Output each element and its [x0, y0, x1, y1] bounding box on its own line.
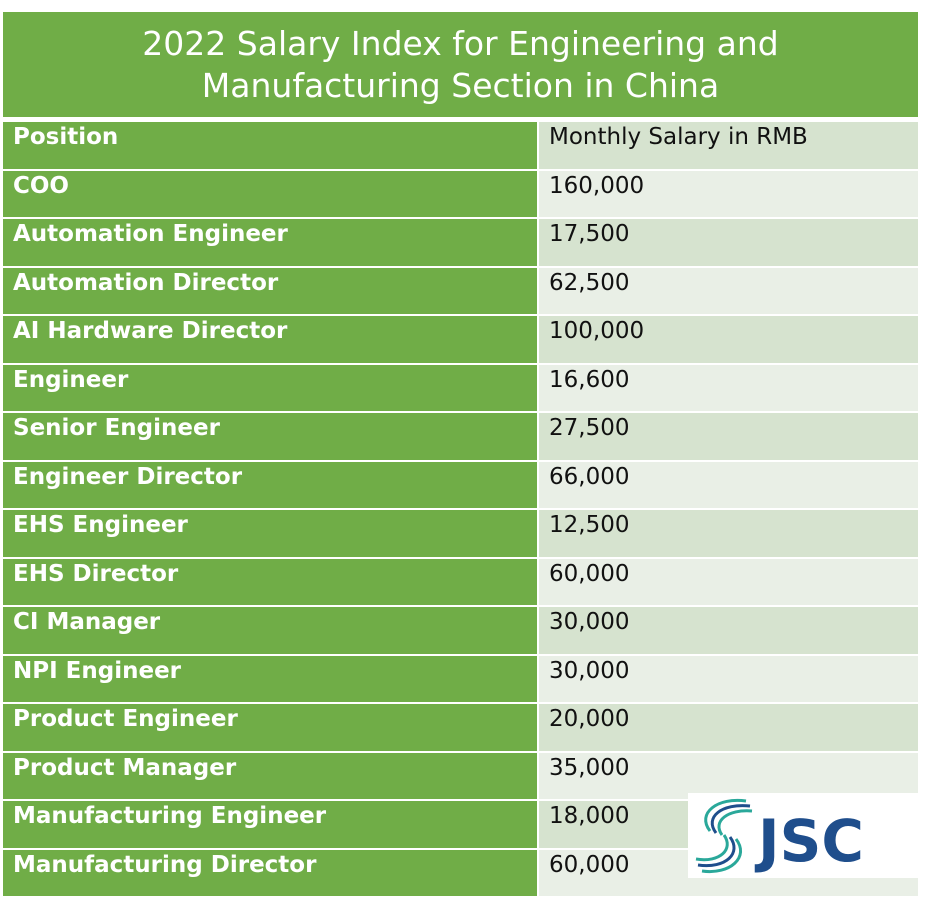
salary-cell: 30,000 [539, 655, 918, 702]
position-cell: AI Hardware Director [3, 316, 537, 363]
position-cell: Product Manager [3, 752, 537, 799]
table-header-row: Position Monthly Salary in RMB [3, 122, 918, 169]
salary-cell: 100,000 [539, 316, 918, 363]
table-row: EHS Director 60,000 [3, 558, 918, 605]
salary-cell: 60,000 [539, 558, 918, 605]
header-position: Position [3, 122, 537, 169]
title-line-2: Manufacturing Section in China [201, 65, 720, 105]
swirl-icon [695, 798, 753, 874]
table-row: Engineer Director 66,000 [3, 461, 918, 508]
position-cell: Product Engineer [3, 704, 537, 751]
table-row: NPI Engineer 30,000 [3, 655, 918, 702]
jsc-logo: JSC [688, 793, 918, 878]
salary-cell: 66,000 [539, 461, 918, 508]
logo-text: JSC [754, 807, 864, 875]
table-row: COO 160,000 [3, 170, 918, 217]
salary-cell: 20,000 [539, 704, 918, 751]
salary-cell: 17,500 [539, 219, 918, 266]
position-cell: Senior Engineer [3, 413, 537, 460]
position-cell: Manufacturing Director [3, 849, 537, 896]
table-row: Product Engineer 20,000 [3, 704, 918, 751]
position-cell: EHS Director [3, 558, 537, 605]
salary-cell: 12,500 [539, 510, 918, 557]
salary-cell: 27,500 [539, 413, 918, 460]
salary-cell: 160,000 [539, 170, 918, 217]
table-title: 2022 Salary Index for Engineering and Ma… [3, 12, 918, 117]
salary-cell: 35,000 [539, 752, 918, 799]
salary-cell: 30,000 [539, 607, 918, 654]
salary-cell: 62,500 [539, 267, 918, 314]
position-cell: EHS Engineer [3, 510, 537, 557]
title-line-1: 2022 Salary Index for Engineering and [142, 23, 779, 63]
table-row: Engineer 16,600 [3, 364, 918, 411]
salary-table: Position Monthly Salary in RMB COO 160,00… [3, 122, 918, 898]
header-salary: Monthly Salary in RMB [539, 122, 918, 169]
position-cell: NPI Engineer [3, 655, 537, 702]
position-cell: Manufacturing Engineer [3, 801, 537, 848]
table-row: Automation Director 62,500 [3, 267, 918, 314]
table-row: Senior Engineer 27,500 [3, 413, 918, 460]
table-row: Product Manager 35,000 [3, 752, 918, 799]
position-cell: Engineer [3, 364, 537, 411]
table-row: CI Manager 30,000 [3, 607, 918, 654]
table-row: Automation Engineer 17,500 [3, 219, 918, 266]
table-row: AI Hardware Director 100,000 [3, 316, 918, 363]
salary-cell: 16,600 [539, 364, 918, 411]
position-cell: COO [3, 170, 537, 217]
position-cell: Automation Director [3, 267, 537, 314]
position-cell: Automation Engineer [3, 219, 537, 266]
position-cell: CI Manager [3, 607, 537, 654]
position-cell: Engineer Director [3, 461, 537, 508]
table-row: EHS Engineer 12,500 [3, 510, 918, 557]
